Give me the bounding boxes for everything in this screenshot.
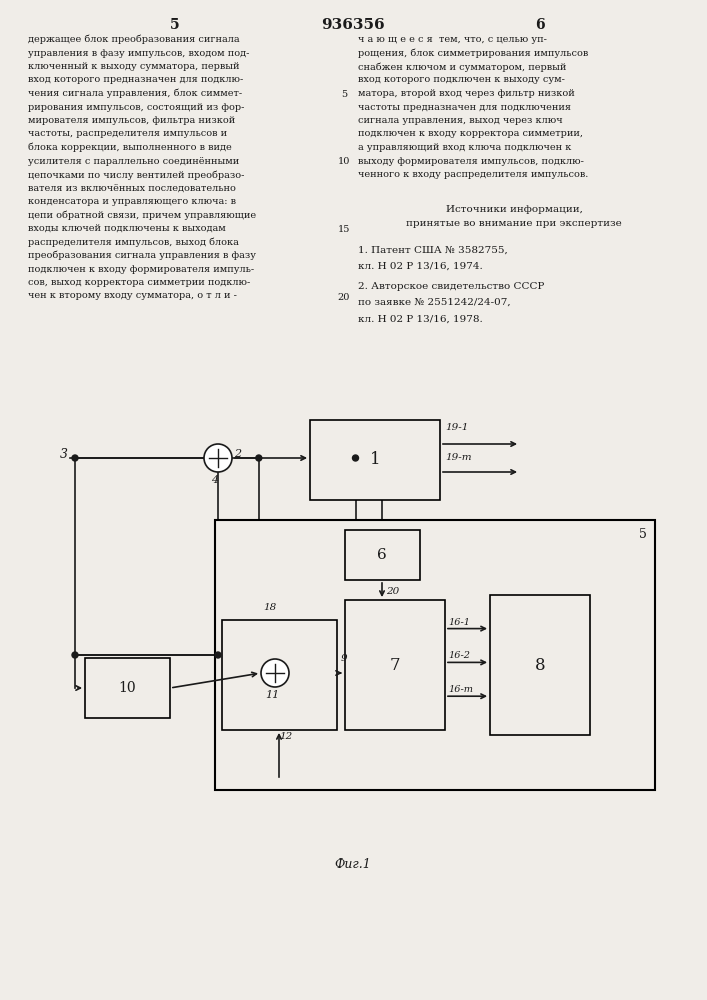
Text: чения сигнала управления, блок симмет-: чения сигнала управления, блок симмет- — [28, 89, 242, 99]
Text: чен к второму входу сумматора, о т л и -: чен к второму входу сумматора, о т л и - — [28, 292, 237, 300]
Text: мировaтеля импульсов, фильтра низкой: мировaтеля импульсов, фильтра низкой — [28, 116, 235, 125]
Text: 2: 2 — [234, 449, 241, 459]
Text: 5: 5 — [639, 528, 647, 541]
Text: блока коррекции, выполненного в виде: блока коррекции, выполненного в виде — [28, 143, 232, 152]
Text: ключенный к выходу сумматора, первый: ключенный к выходу сумматора, первый — [28, 62, 240, 71]
Text: цепи обратной связи, причем управляющие: цепи обратной связи, причем управляющие — [28, 211, 256, 220]
Text: 5: 5 — [170, 18, 180, 32]
Text: 16-1: 16-1 — [448, 618, 470, 627]
Text: входы ключей подключены к выходам: входы ключей подключены к выходам — [28, 224, 226, 233]
Text: 8: 8 — [534, 656, 545, 674]
Text: Источники информации,: Источники информации, — [445, 205, 583, 214]
Text: усилителя с параллельно соединёнными: усилителя с параллельно соединёнными — [28, 156, 239, 165]
Text: цепочками по числу вентилей преобразо-: цепочками по числу вентилей преобразо- — [28, 170, 245, 180]
Text: 9: 9 — [341, 654, 348, 663]
Text: принятые во внимание при экспертизе: принятые во внимание при экспертизе — [406, 219, 622, 228]
Text: 11: 11 — [265, 690, 279, 700]
Text: рирования импульсов, состоящий из фор-: рирования импульсов, состоящий из фор- — [28, 103, 245, 111]
Text: сов, выход корректора симметрии подклю-: сов, выход корректора симметрии подклю- — [28, 278, 250, 287]
Text: ч а ю щ е е с я  тем, что, с целью уп-: ч а ю щ е е с я тем, что, с целью уп- — [358, 35, 547, 44]
Text: 20: 20 — [338, 292, 350, 302]
Circle shape — [215, 652, 221, 658]
Text: 7: 7 — [390, 656, 400, 674]
Bar — [345, 530, 420, 580]
Circle shape — [72, 652, 78, 658]
Text: 6: 6 — [535, 18, 545, 32]
Text: 6: 6 — [377, 548, 387, 562]
Text: ченного к входу распределителя импульсов.: ченного к входу распределителя импульсов… — [358, 170, 588, 179]
Bar — [215, 520, 655, 790]
Text: 19-1: 19-1 — [445, 423, 468, 432]
Text: вход которого подключен к выходу сум-: вход которого подключен к выходу сум- — [358, 76, 565, 85]
Bar — [85, 658, 170, 718]
Bar — [310, 420, 440, 500]
Text: подключен к входу формирователя импуль-: подключен к входу формирователя импуль- — [28, 264, 254, 273]
Text: 19-m: 19-m — [445, 453, 472, 462]
Text: 1: 1 — [370, 452, 380, 468]
Bar — [345, 600, 445, 730]
Text: 15: 15 — [338, 225, 350, 234]
Circle shape — [256, 455, 262, 461]
Text: 10: 10 — [118, 681, 136, 695]
Text: матора, второй вход через фильтр низкой: матора, второй вход через фильтр низкой — [358, 89, 575, 98]
Text: 3: 3 — [60, 448, 68, 462]
Text: конденсатора и управляющего ключа: в: конденсатора и управляющего ключа: в — [28, 197, 236, 206]
Circle shape — [261, 659, 289, 687]
Text: преобразования сигнала управления в фазу: преобразования сигнала управления в фазу — [28, 251, 256, 260]
Text: вателя из включённых последовательно: вателя из включённых последовательно — [28, 184, 236, 192]
Text: кл. H 02 P 13/16, 1974.: кл. H 02 P 13/16, 1974. — [358, 262, 483, 271]
Circle shape — [72, 455, 78, 461]
Text: 1. Патент США № 3582755,: 1. Патент США № 3582755, — [358, 245, 508, 254]
Text: 12: 12 — [279, 732, 293, 741]
Bar — [222, 620, 337, 730]
Text: кл. H 02 P 13/16, 1978.: кл. H 02 P 13/16, 1978. — [358, 314, 483, 323]
Text: частоты предназначен для подключения: частоты предназначен для подключения — [358, 103, 571, 111]
Text: держащее блок преобразования сигнала: держащее блок преобразования сигнала — [28, 35, 240, 44]
Text: 20: 20 — [386, 587, 399, 596]
Text: управления в фазу импульсов, входом под-: управления в фазу импульсов, входом под- — [28, 48, 250, 57]
Text: сигнала управления, выход через ключ: сигнала управления, выход через ключ — [358, 116, 563, 125]
Text: рощения, блок симметрирования импульсов: рощения, блок симметрирования импульсов — [358, 48, 588, 58]
Text: 16-m: 16-m — [448, 685, 473, 694]
Text: 16-2: 16-2 — [448, 651, 470, 660]
Bar — [490, 595, 590, 735]
Text: 10: 10 — [338, 157, 350, 166]
Text: распределителя импульсов, выход блока: распределителя импульсов, выход блока — [28, 237, 239, 247]
Text: частоты, распределителя импульсов и: частоты, распределителя импульсов и — [28, 129, 227, 138]
Text: выходу формирователя импульсов, подклю-: выходу формирователя импульсов, подклю- — [358, 156, 584, 165]
Text: 936356: 936356 — [321, 18, 385, 32]
Text: а управляющий вход ключа подключен к: а управляющий вход ключа подключен к — [358, 143, 571, 152]
Circle shape — [204, 444, 232, 472]
Text: снабжен ключом и сумматором, первый: снабжен ключом и сумматором, первый — [358, 62, 566, 72]
Text: вход которого предназначен для подклю-: вход которого предназначен для подклю- — [28, 76, 243, 85]
Text: 5: 5 — [341, 90, 347, 99]
Text: 4: 4 — [211, 475, 218, 485]
Circle shape — [353, 455, 358, 461]
Text: 2. Авторское свидетельство СССР: 2. Авторское свидетельство СССР — [358, 282, 544, 291]
Text: подключен к входу корректора симметрии,: подключен к входу корректора симметрии, — [358, 129, 583, 138]
Text: Фuг.1: Фuг.1 — [334, 858, 371, 871]
Text: 18: 18 — [263, 603, 276, 612]
Text: по заявке № 2551242/24-07,: по заявке № 2551242/24-07, — [358, 298, 510, 307]
